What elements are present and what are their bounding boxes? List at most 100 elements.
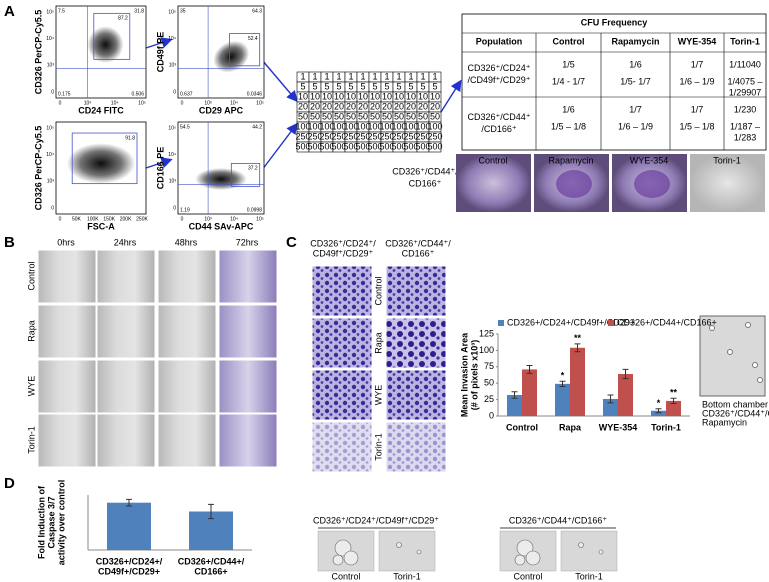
row-label: Control [26,261,36,290]
quadrant-value: 54.5 [180,124,190,130]
grid-value: 10 [418,91,428,101]
micrograph [157,413,217,468]
micrograph [218,413,278,468]
group-title: CD326⁺/CD24⁺/CD49f⁺/CD29⁺ [313,515,439,525]
grid-value: 10 [334,91,344,101]
axis-label: CD44 SAv-APC [189,221,254,231]
tick-label: 0 [51,205,54,211]
quadrant-value: 0.637 [180,91,193,97]
x-tick-label: CD49f+/CD29+ [98,566,160,576]
cell [343,550,359,566]
error-bar [511,391,518,399]
bar [651,410,666,416]
cell [709,325,715,331]
significance: ** [670,388,678,398]
y-tick-label: 125 [479,328,494,338]
cell [416,549,422,555]
legend-label: CD326+/CD44+/CD166+ [617,317,717,327]
grid-value: 100 [391,121,406,131]
tick-label: 10⁴ [46,152,54,158]
frequency-range: 1/29907 [729,87,762,97]
grid-value: 50 [406,111,416,121]
tick-label: 10⁴ [230,216,238,222]
grid-value: 50 [334,111,344,121]
grid-value: 10 [430,91,440,101]
table-header: Rapamycin [611,36,659,46]
micrograph [218,304,278,359]
grid-value: 500 [307,141,322,151]
grid-value: 5 [324,81,329,91]
grid-value: 250 [343,131,358,141]
bar [555,383,570,416]
arrow [261,122,298,171]
colony-photo [690,154,765,212]
table-title: CFU Frequency [581,17,648,27]
grid-value: 100 [295,121,310,131]
tick-label: 50K [72,216,82,222]
grid-value: 500 [295,141,310,151]
quadrant-value: 31.8 [134,8,144,14]
grid-value: 100 [379,121,394,131]
axis-label: CD326 PerCP-Cy5.5 [33,126,43,211]
axis-label: Mean Invasion Area [459,332,469,417]
error-bar [622,368,629,380]
y-tick-label: 50 [484,378,494,388]
quadrant-value: 35 [180,8,186,14]
grid-value: 250 [331,131,346,141]
grid-value: 10 [394,91,404,101]
grid-value: 10 [346,91,356,101]
grid-value: 50 [346,111,356,121]
tick-label: 10⁵ [256,216,264,222]
x-tick-label: WYE-354 [599,422,638,432]
population: CD326⁺/CD44⁺ [467,112,530,122]
row-label: Rapa [26,320,36,342]
grid-value: 50 [298,111,308,121]
tick-label: 10⁴ [111,100,119,106]
gate-value: 37.2 [248,166,258,172]
x-tick-label: Rapa [559,422,582,432]
time-label: 0hrs [57,237,75,247]
grid-value: 1 [420,71,425,81]
frequency-range: 1/4 - 1/7 [552,76,585,86]
grid-value: 10 [358,91,368,101]
tick-label: 10⁵ [46,125,54,131]
group-title: CD326⁺/CD44⁺/CD166⁺ [509,515,608,525]
gate-value: 87.2 [118,16,128,22]
frequency-range: 1/4075 – [727,76,762,86]
bar [570,347,585,416]
legend-label: CD326+/CD24+/CD49f+/CD29+ [507,317,635,327]
tick-label: 0 [181,100,184,106]
grid-value: 50 [310,111,320,121]
inset-caption: Rapamycin [702,417,747,427]
grid-value: 10 [406,91,416,101]
frequency: 1/7 [691,59,704,69]
photo-label: Rapamycin [548,155,593,165]
micrograph [37,249,97,304]
tick-label: 10⁴ [168,36,176,42]
bar [603,398,618,416]
grid-value: 500 [379,141,394,151]
gate [71,132,138,185]
tick-label: 0 [173,89,176,95]
tick-label: 10⁴ [230,100,238,106]
quadrant-value: 0.175 [58,91,71,97]
tick-label: 200K [120,216,132,222]
tick-label: 0 [59,100,62,106]
grid-value: 1 [348,71,353,81]
event-cloud [66,143,136,184]
tick-label: 100K [87,216,99,222]
grid-value: 5 [408,81,413,91]
grid-value: 250 [403,131,418,141]
panel-letter: B [4,234,15,251]
tick-label: 10³ [204,100,212,106]
quadrant-value: 44.2 [252,124,262,130]
population: CD326⁺/CD24⁺ [467,63,530,73]
cell [514,554,526,566]
photo-label: Control [331,571,360,581]
gate-value: 52.4 [248,36,258,42]
micrograph [157,359,217,414]
grid-value: 20 [310,101,320,111]
tick-label: 10⁴ [168,152,176,158]
grid-value: 500 [403,141,418,151]
frequency: 1/6 [562,104,575,114]
